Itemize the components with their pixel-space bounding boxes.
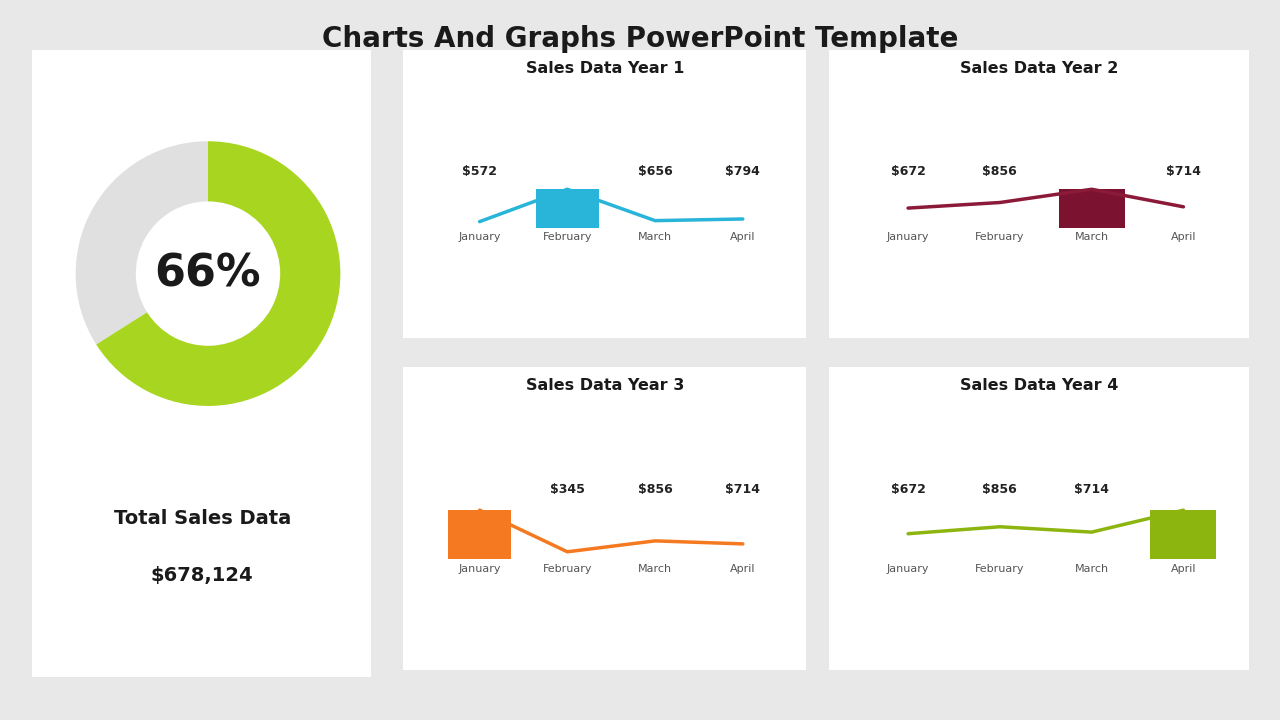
Bar <box>1151 510 1216 559</box>
Text: Sales Data Year 2: Sales Data Year 2 <box>960 61 1119 76</box>
Text: 66%: 66% <box>155 252 261 295</box>
Text: $856: $856 <box>637 483 672 497</box>
Text: $1,294: $1,294 <box>1160 483 1207 497</box>
Text: $678,124: $678,124 <box>151 567 253 585</box>
Text: April: April <box>730 564 755 574</box>
Text: March: March <box>637 233 672 243</box>
Text: $856: $856 <box>983 483 1018 497</box>
Text: April: April <box>1171 233 1197 243</box>
Text: Charts And Graphs PowerPoint Template: Charts And Graphs PowerPoint Template <box>321 25 959 53</box>
Text: March: March <box>637 564 672 574</box>
Text: $794: $794 <box>726 166 760 179</box>
Text: February: February <box>543 233 593 243</box>
Text: January: January <box>458 233 500 243</box>
Text: March: March <box>1075 233 1108 243</box>
Text: $672: $672 <box>891 166 925 179</box>
Text: $714: $714 <box>1166 166 1201 179</box>
Text: February: February <box>975 564 1024 574</box>
Text: Sales Data Year 4: Sales Data Year 4 <box>960 378 1119 393</box>
Text: $3,294: $3,294 <box>543 166 591 179</box>
Text: February: February <box>543 564 593 574</box>
Text: $714: $714 <box>1074 483 1110 497</box>
Text: $856: $856 <box>983 166 1018 179</box>
Text: $672: $672 <box>891 483 925 497</box>
Text: February: February <box>975 233 1024 243</box>
Text: $714: $714 <box>726 483 760 497</box>
Bar <box>448 510 511 559</box>
Text: $2,294: $2,294 <box>456 483 504 497</box>
Text: $345: $345 <box>550 483 585 497</box>
Wedge shape <box>96 141 340 406</box>
Bar <box>1059 189 1125 228</box>
Text: January: January <box>887 564 929 574</box>
Text: Sales Data Year 3: Sales Data Year 3 <box>526 378 684 393</box>
Text: $572: $572 <box>462 166 497 179</box>
Text: January: January <box>458 564 500 574</box>
Text: April: April <box>730 233 755 243</box>
Text: $1,294: $1,294 <box>1068 166 1116 179</box>
Text: January: January <box>887 233 929 243</box>
Bar <box>536 189 599 228</box>
Text: March: March <box>1075 564 1108 574</box>
Text: Total Sales Data: Total Sales Data <box>114 509 291 528</box>
Text: $656: $656 <box>637 166 672 179</box>
Wedge shape <box>76 141 207 344</box>
Text: Sales Data Year 1: Sales Data Year 1 <box>526 61 684 76</box>
Text: April: April <box>1171 564 1197 574</box>
